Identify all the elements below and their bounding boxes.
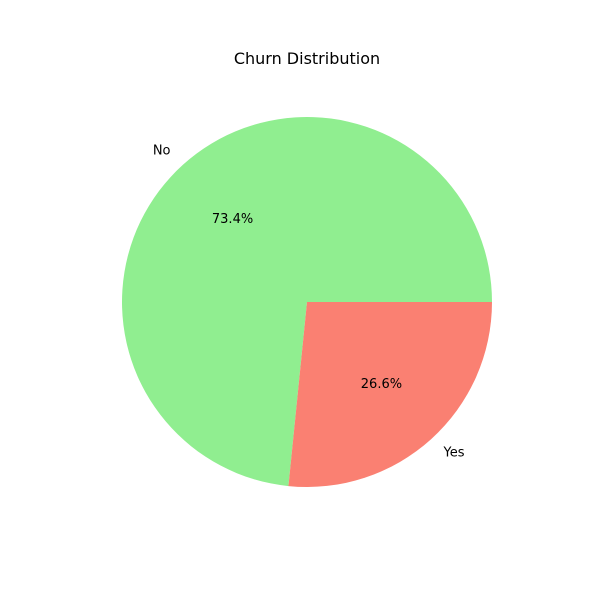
slice-percent-no: 73.4% <box>212 212 253 227</box>
slice-label-yes: Yes <box>442 445 464 460</box>
slice-label-no: No <box>153 144 171 159</box>
chart-title: Churn Distribution <box>234 49 380 68</box>
pie-slice-yes <box>288 302 493 488</box>
labels-layer: No 73.4% Yes 26.6% <box>153 144 465 461</box>
pie-slice-no <box>122 117 493 487</box>
slice-percent-yes: 26.6% <box>361 377 402 392</box>
slices-layer <box>122 117 493 488</box>
